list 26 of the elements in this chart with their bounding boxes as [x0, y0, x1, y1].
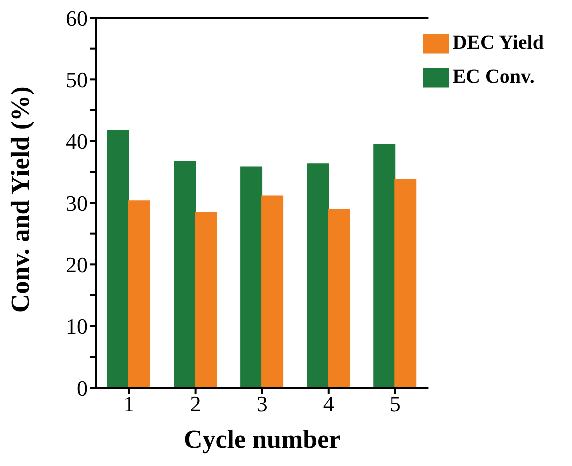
bar: [240, 166, 263, 388]
bar: [128, 200, 150, 388]
y-tick-label: 60: [66, 6, 88, 31]
x-tick-label: 5: [390, 392, 401, 417]
bar: [394, 179, 417, 388]
x-tick-label: 1: [124, 392, 135, 417]
legend-label: DEC Yield: [452, 32, 544, 54]
bar: [262, 196, 284, 388]
y-axis-title: Conv. and Yield (%): [6, 86, 36, 313]
y-tick-label: 50: [66, 67, 88, 92]
y-tick-label: 30: [66, 190, 88, 216]
x-axis-title: Cycle number: [184, 425, 341, 454]
y-tick-label: 20: [66, 252, 88, 278]
bar: [195, 212, 218, 388]
bar: [107, 130, 130, 388]
y-tick-label: 40: [66, 129, 88, 154]
bar: [307, 164, 330, 388]
x-tick-label: 3: [256, 392, 268, 417]
legend-label: EC Conv.: [452, 66, 535, 88]
bar: [174, 161, 196, 388]
x-tick-label: 2: [190, 392, 202, 417]
y-tick-label: 10: [66, 314, 88, 340]
bar: [374, 144, 396, 388]
bar: [328, 209, 350, 388]
y-tick-label: 0: [77, 376, 88, 401]
x-tick-label: 4: [323, 392, 334, 417]
